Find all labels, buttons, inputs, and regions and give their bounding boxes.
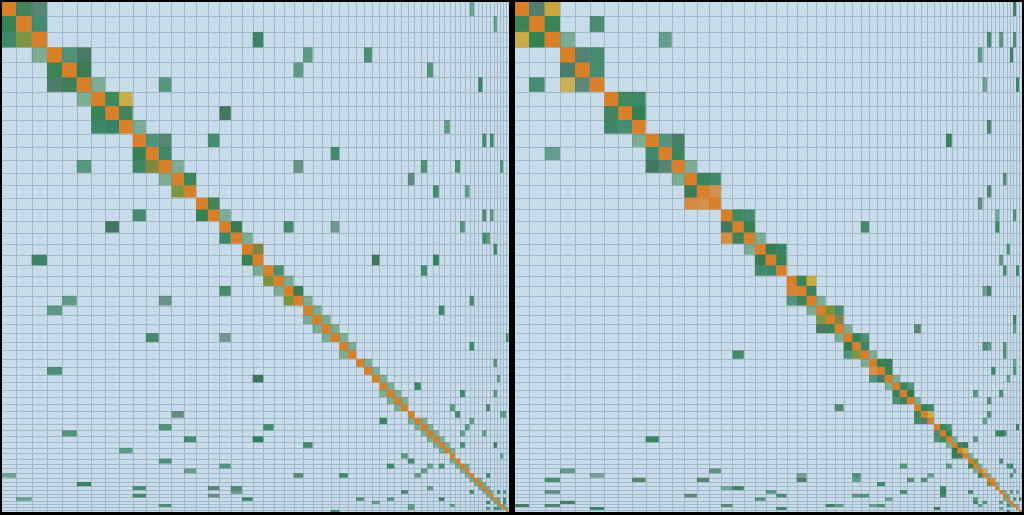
matrix-figure: [0, 0, 1024, 515]
heatmap-right: [513, 0, 1024, 515]
panel-left: [0, 0, 511, 515]
panel-right: [513, 0, 1024, 515]
heatmap-left: [0, 0, 511, 515]
